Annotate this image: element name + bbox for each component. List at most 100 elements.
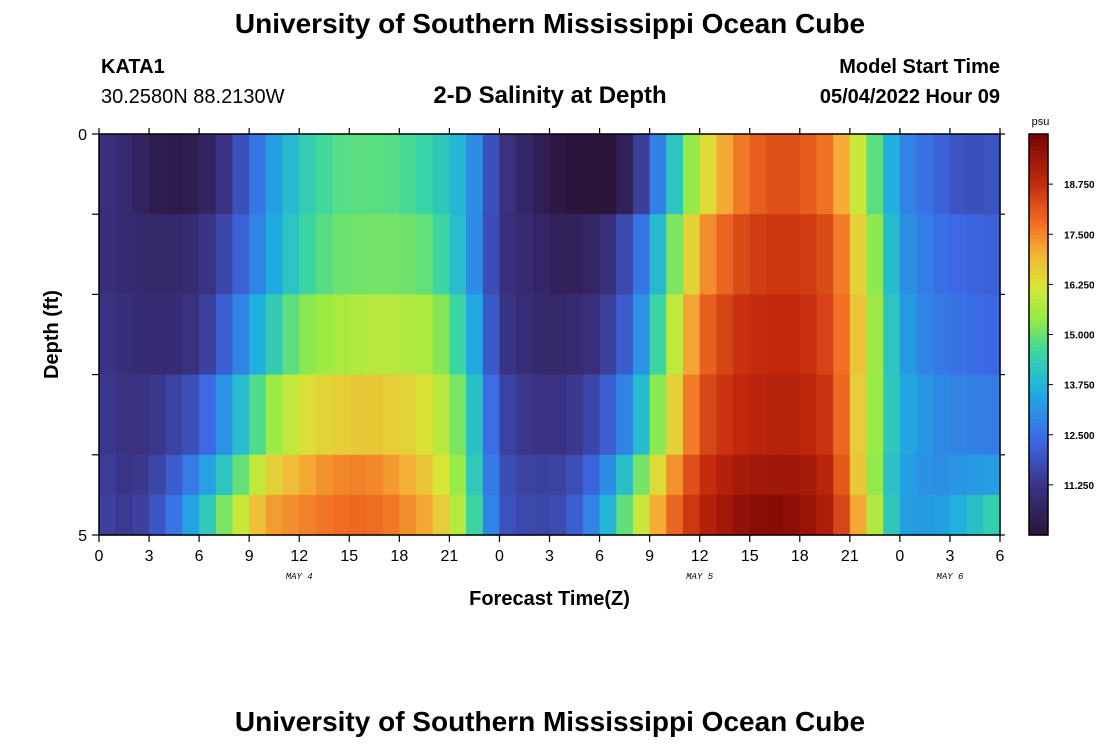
heatmap-cell — [833, 374, 851, 456]
colorbar-segment — [1029, 314, 1048, 320]
colorbar-segment — [1029, 150, 1048, 155]
heatmap-cell — [716, 214, 734, 295]
heatmap-cell — [516, 294, 534, 376]
heatmap-cell — [883, 294, 901, 376]
colorbar-segment — [1029, 210, 1048, 215]
x-tick-label: 0 — [95, 548, 104, 565]
x-tick-label: 3 — [145, 548, 154, 565]
heatmap-cell — [382, 134, 400, 215]
x-tick-label: 0 — [895, 548, 904, 565]
heatmap-cell — [682, 494, 701, 536]
heatmap-cell — [733, 214, 751, 295]
heatmap-cell — [215, 294, 234, 376]
heatmap-cell — [165, 214, 184, 295]
colorbar-segment — [1029, 426, 1048, 432]
colorbar-segment — [1029, 338, 1048, 344]
heatmap-cell — [282, 374, 300, 456]
colorbar-segment — [1029, 254, 1048, 259]
y-tick-label: 0 — [78, 127, 87, 144]
heatmap-cell — [232, 214, 250, 295]
heatmap-cell — [132, 134, 150, 215]
heatmap-cell — [582, 454, 601, 496]
heatmap-cell — [282, 134, 300, 215]
heatmap-cell — [666, 294, 684, 376]
x-tick-label: 6 — [996, 548, 1005, 565]
heatmap-cell — [682, 294, 701, 376]
x-tick-label: 6 — [595, 548, 604, 565]
colorbar-segment — [1029, 334, 1048, 340]
heatmap-cell — [883, 454, 901, 496]
heatmap-cell — [115, 494, 133, 536]
heatmap-cell — [466, 494, 484, 536]
heatmap-cell — [399, 294, 417, 376]
heatmap-cell — [549, 494, 567, 536]
y-tick-label: 5 — [78, 528, 87, 545]
heatmap-cell — [899, 494, 918, 536]
heatmap-cell — [99, 134, 117, 215]
heatmap-cell — [332, 374, 350, 456]
heatmap-cell — [99, 214, 117, 295]
colorbar-segment — [1029, 522, 1048, 528]
y-axis: 05 — [78, 127, 1005, 545]
colorbar-segment — [1029, 298, 1048, 304]
heatmap-cell — [449, 454, 467, 496]
heatmap-cell — [332, 294, 350, 376]
heatmap-cell — [899, 374, 918, 456]
heatmap-cell — [566, 134, 584, 215]
heatmap-cell — [699, 214, 717, 295]
colorbar-segment — [1029, 470, 1048, 476]
x-tick-label: 3 — [945, 548, 954, 565]
colorbar-segment — [1029, 190, 1048, 195]
heatmap-cell — [716, 134, 734, 215]
heatmap-cell — [416, 294, 434, 376]
heatmap-cell — [749, 294, 768, 376]
heatmap-cell — [582, 214, 601, 295]
heatmap-cell — [482, 374, 501, 456]
heatmap-cell — [966, 294, 984, 376]
heatmap-cell — [866, 134, 884, 215]
heatmap-cell — [482, 494, 501, 536]
heatmap-cell — [265, 294, 284, 376]
heatmap-cell — [265, 494, 284, 536]
heatmap-cell — [532, 294, 551, 376]
colorbar-unit: psu — [1032, 116, 1050, 128]
heatmap-cell — [365, 454, 384, 496]
colorbar-segment — [1029, 350, 1048, 356]
heatmap-cell — [432, 214, 450, 295]
colorbar-segment — [1029, 498, 1048, 504]
heatmap-cell — [499, 214, 517, 295]
heatmap-cell — [165, 134, 184, 215]
heatmap-cell — [799, 134, 818, 215]
heatmap-cell — [983, 134, 1001, 215]
heatmap-cell — [616, 494, 634, 536]
heatmap-cell — [666, 374, 684, 456]
colorbar-segment — [1029, 250, 1048, 255]
heatmap-cell — [382, 294, 400, 376]
colorbar-segment — [1029, 506, 1048, 512]
colorbar-segment — [1029, 462, 1048, 468]
colorbar-segment — [1029, 482, 1048, 488]
colorbar-segment — [1029, 286, 1048, 291]
heatmap-cell — [516, 374, 534, 456]
heatmap-cells — [99, 134, 1001, 536]
x-tick-label: 18 — [791, 548, 809, 565]
heatmap-cell — [566, 374, 584, 456]
colorbar-segment — [1029, 386, 1048, 392]
heatmap-cell — [349, 134, 367, 215]
heatmap-cell — [632, 454, 651, 496]
colorbar-segment — [1029, 174, 1048, 179]
heatmap-cell — [99, 374, 117, 456]
heatmap-cell — [933, 294, 951, 376]
heatmap-cell — [432, 494, 450, 536]
heatmap-cell — [249, 214, 267, 295]
x-tick-label: 0 — [495, 548, 504, 565]
heatmap-cell — [566, 294, 584, 376]
colorbar-segment — [1029, 138, 1048, 143]
colorbar-segment — [1029, 234, 1048, 239]
heatmap-cell — [799, 374, 818, 456]
heatmap-cell — [399, 214, 417, 295]
colorbar-segment — [1029, 430, 1048, 436]
heatmap-cell — [382, 374, 400, 456]
heatmap-cell — [416, 214, 434, 295]
heatmap-cell — [265, 374, 284, 456]
